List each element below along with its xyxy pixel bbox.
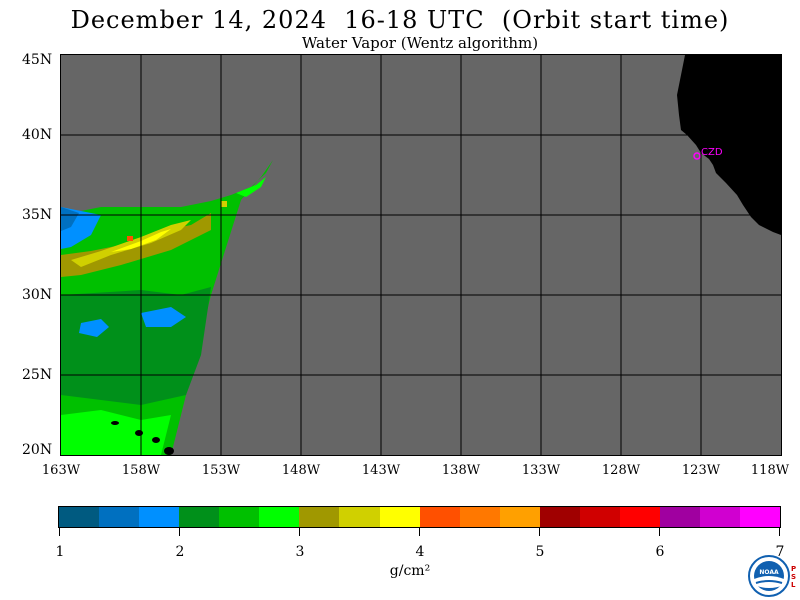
- land-mass: [677, 55, 781, 235]
- colorbar-label-1: 1: [55, 544, 65, 560]
- lon-label-163w: 163W: [41, 463, 81, 478]
- station-label: CZD: [701, 147, 723, 158]
- colorbar-swatch: [619, 507, 660, 527]
- lon-label-153w: 153W: [201, 463, 241, 478]
- colorbar-label-4: 4: [415, 544, 425, 560]
- colorbar-swatch: [740, 507, 781, 527]
- colorbar-label-5: 5: [535, 544, 545, 560]
- noaa-logo-icon: NOAA: [748, 555, 790, 597]
- lat-label-20n: 20N: [22, 442, 53, 458]
- lon-label-143w: 143W: [361, 463, 401, 478]
- lat-label-45n: 45N: [22, 52, 53, 68]
- logo-text: NOAA: [759, 569, 779, 576]
- page-subtitle: Water Vapor (Wentz algorithm): [301, 34, 539, 52]
- lon-label-123w: 123W: [681, 463, 721, 478]
- colorbar: [58, 506, 781, 528]
- colorbar-tickmark: [59, 528, 60, 536]
- colorbar-swatch: [99, 507, 140, 527]
- colorbar-swatch: [339, 507, 380, 527]
- lon-label-158w: 158W: [121, 463, 161, 478]
- colorbar-swatch: [419, 507, 460, 527]
- page-title: December 14, 2024 16-18 UTC (Orbit start…: [70, 6, 730, 34]
- colorbar-tickmark: [539, 528, 540, 536]
- colorbar-tickmark: [779, 528, 780, 536]
- map-graphic: CZD: [61, 55, 781, 455]
- lon-label-138w: 138W: [441, 463, 481, 478]
- station-marker: [693, 152, 701, 160]
- water-vapor-map: CZD: [60, 54, 782, 456]
- colorbar-swatch: [179, 507, 220, 527]
- lat-label-40n: 40N: [22, 127, 53, 143]
- colorbar-swatch: [299, 507, 340, 527]
- colorbar-swatch: [59, 507, 100, 527]
- colorbar-label-7: 7: [775, 544, 785, 560]
- colorbar-swatch: [219, 507, 260, 527]
- lat-label-35n: 35N: [22, 207, 53, 223]
- colorbar-tickmark: [299, 528, 300, 536]
- lat-label-30n: 30N: [22, 287, 53, 303]
- lon-label-133w: 133W: [521, 463, 561, 478]
- colorbar-label-3: 3: [295, 544, 305, 560]
- colorbar-swatch: [579, 507, 620, 527]
- lon-label-128w: 128W: [601, 463, 641, 478]
- colorbar-label-2: 2: [175, 544, 185, 560]
- colorbar-swatch: [379, 507, 420, 527]
- colorbar-unit: g/cm²: [389, 563, 431, 579]
- lon-label-118w: 118W: [750, 463, 790, 478]
- colorbar-swatch: [539, 507, 580, 527]
- colorbar-swatch: [259, 507, 300, 527]
- colorbar-swatch: [499, 507, 540, 527]
- lat-label-25n: 25N: [22, 367, 53, 383]
- colorbar-swatch: [659, 507, 700, 527]
- colorbar-tickmark: [179, 528, 180, 536]
- lon-label-148w: 148W: [281, 463, 321, 478]
- satellite-swath: [61, 160, 273, 455]
- colorbar-tickmark: [659, 528, 660, 536]
- colorbar-swatch: [700, 507, 741, 527]
- map-gridlines: [61, 55, 781, 455]
- colorbar-swatch: [139, 507, 180, 527]
- colorbar-swatch: [459, 507, 500, 527]
- colorbar-label-6: 6: [655, 544, 665, 560]
- colorbar-tickmark: [419, 528, 420, 536]
